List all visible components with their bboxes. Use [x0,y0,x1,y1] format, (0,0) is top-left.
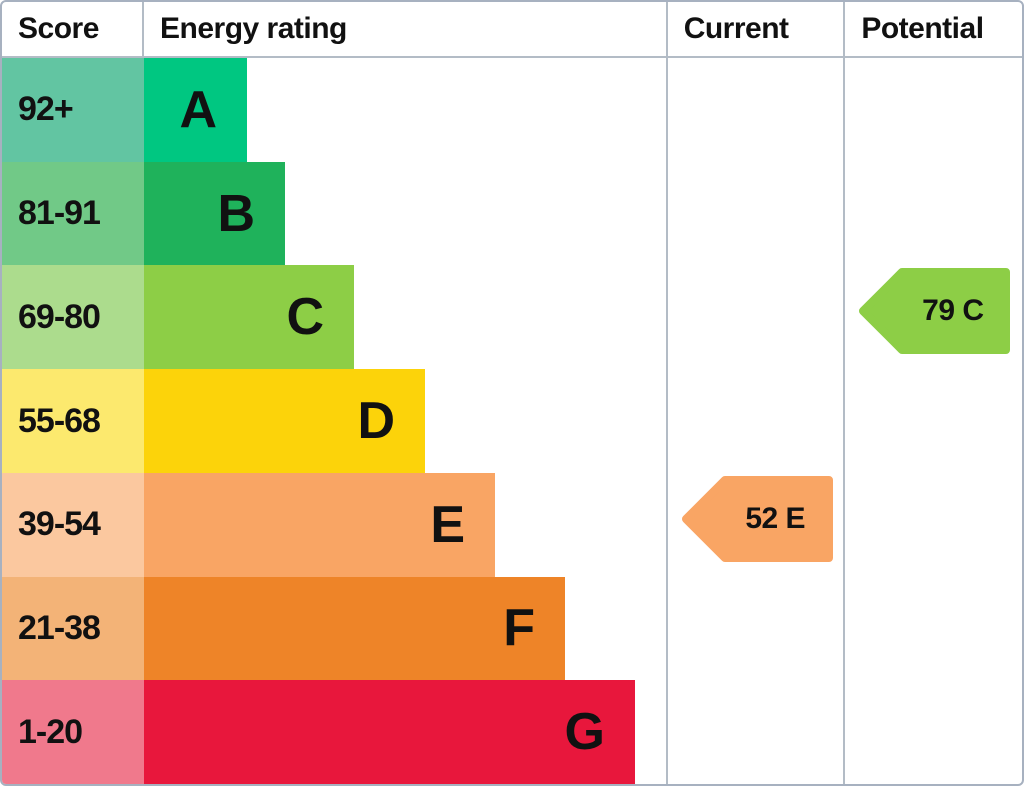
current-column-body: 52 E [668,58,844,784]
rating-bar-b: B [144,161,285,266]
current-column: Current 52 E [665,2,844,784]
rating-table: Score Energy rating 92+ A 81-91 B 69-80 … [2,2,666,784]
score-range-b: 81-91 [2,161,144,266]
score-range-g: 1-20 [2,680,144,784]
score-range-c: 69-80 [2,265,144,370]
current-arrow-icon [681,476,833,562]
current-column-header-row: Current [667,2,844,58]
band-row-c: 69-80 C [2,265,666,370]
rating-bar-g: G [144,680,635,784]
current-column-header: Current [683,12,789,45]
band-row-b: 81-91 B [2,161,666,266]
band-row-f: 21-38 F [2,576,666,681]
band-row-d: 55-68 D [2,369,666,473]
rating-bar-e: E [144,472,495,577]
table-header: Score Energy rating [2,2,666,58]
potential-column: Potential 79 C [843,2,1022,784]
score-range-e: 39-54 [2,472,144,577]
potential-column-header: Potential [861,12,984,45]
potential-column-header-row: Potential [845,2,1022,58]
current-rating-marker: 52 E [681,475,834,563]
rating-bar-f: F [144,576,565,681]
band-row-e: 39-54 E [2,472,666,577]
current-rating-label: 52 E [745,502,806,535]
potential-rating-label: 79 C [922,294,984,327]
potential-rating-marker: 79 C [858,267,1011,355]
score-range-d: 55-68 [2,369,144,473]
potential-column-body: 79 C [845,58,1022,784]
score-range-a: 92+ [2,58,144,162]
score-column-header: Score [2,2,144,56]
rating-bar-a: A [144,58,247,162]
energy-rating-column-header: Energy rating [160,12,347,45]
band-row-a: 92+ A [2,58,666,162]
rating-bar-d: D [144,369,425,473]
band-row-g: 1-20 G [2,680,666,784]
score-range-f: 21-38 [2,576,144,681]
rating-bar-c: C [144,265,354,370]
band-rows: 92+ A 81-91 B 69-80 C 55-68 D 39-54 E 21… [2,58,666,784]
potential-arrow-icon [859,268,1011,354]
